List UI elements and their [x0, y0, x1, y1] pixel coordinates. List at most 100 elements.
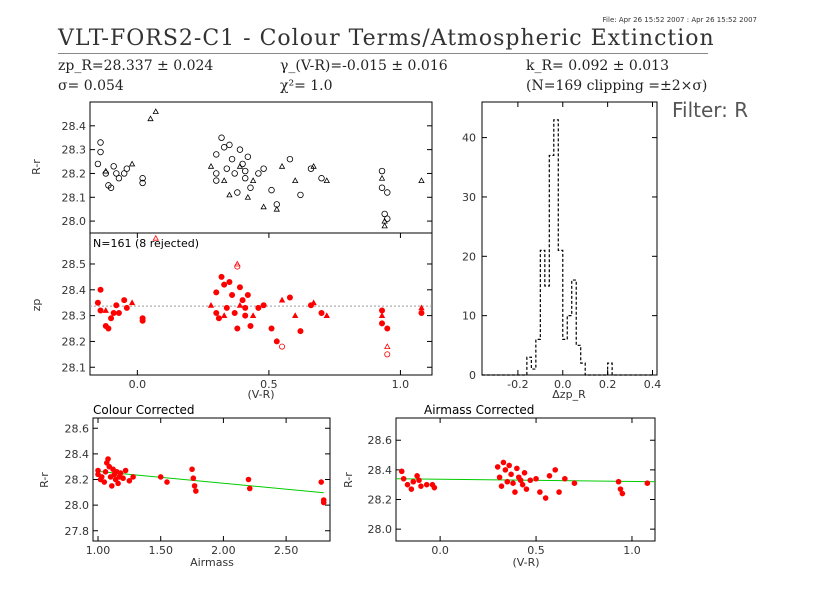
zp-point — [97, 286, 104, 293]
raw-circle-point — [255, 170, 262, 177]
colour-corrected-point — [193, 488, 199, 494]
airmass-corrected-point — [617, 486, 624, 492]
raw-circle-point — [97, 148, 104, 156]
airmass-corrected-point — [571, 480, 578, 487]
colour-corrected-point — [246, 485, 253, 492]
zp-point — [418, 310, 425, 317]
zp-point — [242, 312, 249, 319]
zp-result: zp_R=28.337 ± 0.024 — [58, 58, 214, 74]
colour-corrected-ylabel: R-r — [38, 472, 51, 488]
raw-triangle-point — [147, 115, 154, 122]
hist-plot-xlabel: Δzp_R — [552, 388, 586, 401]
title-rule — [58, 53, 708, 54]
raw-circle-point — [268, 186, 275, 194]
raw-circle-point — [236, 146, 244, 153]
zp-triangle-point — [236, 301, 244, 308]
zp-point — [123, 304, 130, 311]
raw-circle-point — [213, 170, 220, 177]
raw-circle-point — [297, 191, 304, 199]
raw-circle-point — [139, 179, 146, 187]
airmass-corrected-xtick-label: 0.5 — [527, 544, 545, 557]
colour-corrected-point — [318, 479, 325, 485]
hist-ytick-label: 30 — [462, 191, 476, 204]
zp-point — [226, 279, 233, 286]
colour-corrected-point — [130, 474, 136, 480]
zp-annotation: N=161 (8 rejected) — [93, 237, 199, 250]
hist-plot-xtick-label: 0.4 — [644, 378, 662, 391]
hist-plot-frame — [481, 101, 658, 376]
raw-circle-point — [247, 184, 254, 191]
airmass-corrected-frame — [395, 417, 656, 542]
zp-point — [108, 315, 115, 322]
airmass-corrected-ytick-label: 28.6 — [368, 434, 393, 447]
airmass-corrected-point — [512, 489, 518, 495]
raw-plot-ytick-label: 28.2 — [62, 167, 87, 180]
raw-circle-point — [318, 175, 325, 182]
colour-corrected-point — [245, 476, 252, 483]
airmass-corrected-point — [619, 490, 626, 497]
zp-point — [221, 281, 228, 288]
raw-circle-point — [242, 175, 249, 182]
colour-corrected-point — [191, 483, 198, 489]
airmass-corrected-title: Airmass Corrected — [424, 403, 534, 417]
zp-triangle-point — [249, 312, 257, 319]
zp-point — [121, 297, 128, 304]
raw-triangle-point — [102, 167, 109, 174]
zp-point — [215, 315, 222, 322]
zp-point — [247, 322, 254, 329]
raw-circle-point — [110, 163, 117, 170]
airmass-corrected-point — [644, 480, 651, 487]
chi2-result: χ²= 1.0 — [280, 78, 333, 94]
airmass-corrected-point — [615, 478, 622, 485]
colour-corrected-title: Colour Corrected — [93, 403, 195, 417]
raw-triangle-point — [152, 108, 159, 114]
airmass-corrected-point — [546, 472, 553, 479]
zp-point — [213, 310, 220, 317]
colour-corrected-point — [110, 466, 116, 473]
zp-point — [234, 325, 241, 332]
raw-circle-point — [228, 155, 236, 163]
airmass-corrected-point — [408, 486, 415, 492]
zp-triangle-point — [418, 304, 425, 311]
colour-corrected-point — [189, 466, 195, 473]
raw-triangle-point — [226, 191, 233, 198]
airmass-corrected-point — [404, 481, 411, 488]
hist-plot-xtick-label: 0.0 — [554, 378, 572, 391]
hist-ytick-label: 20 — [462, 250, 476, 263]
zp-point — [384, 325, 391, 332]
airmass-corrected-xtick-label: 1.0 — [623, 544, 641, 557]
raw-circle-point — [286, 155, 294, 163]
zp-plot-xtick-label: 0.5 — [260, 378, 278, 391]
raw-circle-point — [384, 189, 391, 196]
zp-triangle-point — [378, 312, 386, 319]
airmass-corrected-ytick-label: 28.0 — [368, 523, 393, 536]
colour-corrected-point — [95, 471, 101, 478]
zp-point — [223, 304, 230, 311]
zp-rejected-point — [234, 263, 241, 270]
airmass-corrected-point — [431, 484, 438, 491]
airmass-corrected-ytick-label: 28.2 — [368, 494, 393, 507]
hist-step-line — [482, 119, 653, 376]
airmass-corrected-point — [542, 495, 549, 501]
colour-corrected-point — [109, 483, 115, 489]
airmass-corrected-point — [527, 477, 534, 484]
airmass-corrected-point — [552, 467, 559, 473]
zp-triangle-point — [207, 301, 215, 308]
raw-circle-point — [381, 210, 388, 218]
zp-point — [244, 291, 251, 298]
zp-point — [260, 302, 267, 309]
zp-plot-ytick-label: 28.1 — [62, 361, 87, 374]
zp-point — [231, 310, 238, 317]
raw-circle-point — [220, 144, 228, 151]
zp-point — [255, 304, 262, 311]
zp-rejected-point — [384, 351, 391, 358]
hist-ytick-label: 40 — [462, 132, 476, 145]
raw-circle-point — [242, 167, 249, 175]
zp-point — [286, 294, 293, 301]
zp-point — [236, 284, 243, 291]
zp-rejected-point — [279, 343, 286, 350]
colour-corrected-point — [112, 476, 119, 483]
file-timestamp: File: Apr 26 15:52 2007 : Apr 26 15:52 2… — [602, 16, 757, 24]
filter-label: Filter: R — [672, 98, 749, 122]
raw-circle-point — [231, 170, 238, 177]
